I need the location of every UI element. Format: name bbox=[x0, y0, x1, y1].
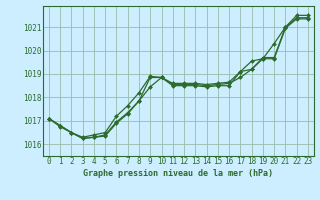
X-axis label: Graphe pression niveau de la mer (hPa): Graphe pression niveau de la mer (hPa) bbox=[84, 169, 273, 178]
